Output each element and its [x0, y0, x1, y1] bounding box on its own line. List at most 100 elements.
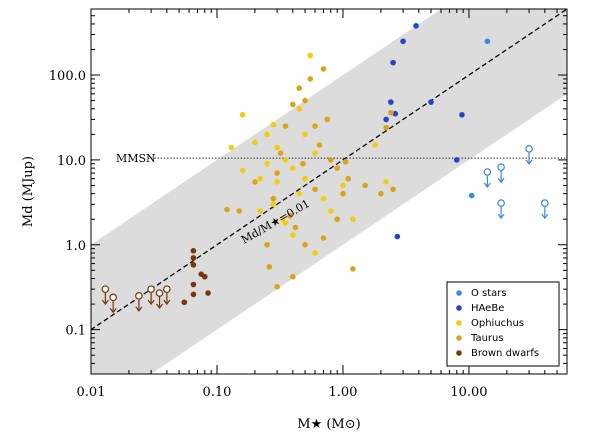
upper-limit-0-3 [525, 145, 533, 165]
legend-box [446, 281, 560, 367]
upper-limit-4-3 [147, 285, 155, 306]
point-3-17 [334, 165, 341, 171]
scatter-band [91, 9, 567, 374]
upper-limit-arrow [541, 213, 549, 220]
x-tick-label: 1.00 [328, 385, 357, 400]
x-axis-label: M★ (M⊙) [297, 417, 360, 432]
point-3-8 [290, 101, 296, 108]
upper-limit-0-2 [497, 199, 505, 220]
legend-marker [456, 335, 462, 341]
point-3-23 [378, 190, 384, 197]
upper-limit-circle [525, 145, 533, 153]
point-2-9 [296, 106, 303, 112]
upper-limit-arrow [101, 299, 109, 306]
upper-limit-arrow [497, 177, 505, 184]
point-2-21 [282, 220, 289, 226]
tick-labels: 0.01 0.10 1.00 10.00 0.1 1.0 10.0 100.0 [49, 69, 488, 400]
point-2-5 [270, 121, 277, 128]
upper-limit-4-1 [109, 293, 117, 314]
point-3-22 [362, 182, 368, 189]
y-tick-label: 10.0 [57, 154, 86, 169]
upper-limit-circle [101, 285, 110, 293]
point-3-30 [320, 235, 327, 241]
point-2-17 [320, 195, 327, 202]
point-2-27 [312, 250, 318, 256]
upper-limit-arrow [147, 299, 155, 306]
point-1-6 [428, 99, 434, 105]
point-3-26 [390, 186, 396, 193]
y-axis-label: Md (MJup) [21, 156, 36, 227]
point-3-4 [270, 195, 277, 202]
point-0-0 [468, 192, 475, 199]
legend-marker [456, 320, 462, 326]
point-3-19 [342, 158, 349, 165]
point-2-26 [290, 232, 296, 238]
legend-label: Taurus [470, 333, 504, 344]
ratio-band [91, 9, 567, 374]
x-tick-label: 0.01 [77, 385, 106, 400]
y-tick-label: 0.1 [65, 324, 86, 339]
point-2-20 [350, 216, 356, 223]
point-4-7 [201, 273, 208, 280]
upper-limit-circle [497, 163, 505, 172]
point-2-19 [340, 182, 346, 189]
point-3-15 [324, 116, 331, 123]
point-1-5 [383, 116, 389, 123]
point-3-31 [334, 216, 341, 223]
point-2-2 [252, 139, 258, 146]
legend-label: Ophiuchus [471, 318, 524, 329]
point-2-0 [228, 144, 235, 151]
point-3-32 [312, 186, 318, 193]
point-3-34 [274, 170, 280, 176]
upper-limit-circle [135, 292, 143, 300]
legend-marker [456, 350, 462, 356]
legend-label: HAeBe [471, 303, 504, 314]
point-4-8 [205, 290, 211, 296]
point-3-18 [340, 190, 346, 197]
point-3-33 [300, 160, 306, 167]
point-2-8 [290, 165, 296, 171]
point-3-1 [236, 208, 242, 214]
point-3-28 [287, 212, 293, 219]
upper-limit-arrow [163, 299, 171, 306]
plot-frame [90, 8, 568, 375]
upper-limit-4-2 [135, 292, 143, 312]
point-3-27 [292, 224, 299, 231]
point-3-36 [290, 273, 296, 280]
point-2-24 [383, 179, 389, 185]
point-4-2 [190, 255, 197, 261]
point-4-4 [190, 281, 197, 288]
point-2-7 [282, 157, 289, 163]
point-3-3 [264, 241, 270, 248]
upper-limit-circle [497, 199, 505, 207]
point-3-11 [307, 76, 314, 82]
point-3-6 [277, 150, 284, 156]
legend: O stars HAeBe Ophiuchus Taurus Brown dwarfs [446, 281, 560, 367]
legend-marker [456, 290, 462, 296]
upper-limit-circle [155, 289, 164, 297]
upper-limit-arrow [483, 182, 491, 189]
point-2-12 [312, 150, 318, 156]
point-3-5 [274, 283, 280, 290]
point-3-9 [296, 85, 303, 91]
upper-limit-arrow [525, 159, 533, 165]
point-1-0 [390, 59, 396, 66]
point-2-15 [296, 190, 303, 197]
upper-limit-4-4 [155, 289, 164, 310]
point-2-13 [270, 201, 277, 208]
point-2-11 [307, 52, 314, 59]
upper-limit-0-4 [541, 199, 549, 220]
point-2-18 [327, 208, 334, 214]
point-3-35 [266, 263, 273, 270]
legend-label: O stars [471, 288, 507, 299]
y-tick-label: 100.0 [49, 69, 86, 84]
point-3-12 [312, 123, 318, 129]
point-1-2 [413, 23, 419, 29]
upper-limit-circle [541, 199, 549, 207]
upper-limit-arrow [497, 213, 505, 220]
point-3-7 [282, 123, 289, 129]
x-tick-label: 0.10 [203, 385, 232, 400]
point-2-10 [302, 131, 308, 138]
legend-label: Brown dwarfs [471, 348, 539, 359]
point-2-3 [257, 175, 263, 182]
